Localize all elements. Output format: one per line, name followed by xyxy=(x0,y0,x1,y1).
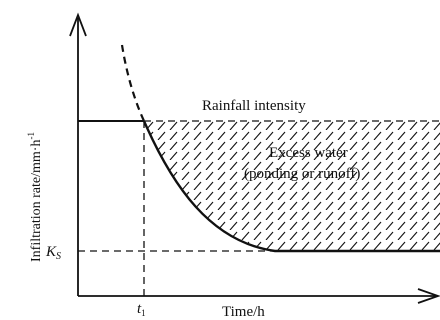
y-axis-label: Infiltration rate/mm·h-1 xyxy=(26,132,44,262)
rainfall-intensity-label: Rainfall intensity xyxy=(202,98,306,114)
y-axis xyxy=(69,12,87,296)
ks-label: KS xyxy=(45,244,61,262)
x-axis xyxy=(78,288,440,304)
infiltration-curve-solid xyxy=(142,120,440,253)
excess-water-region xyxy=(144,121,440,251)
excess-water-sublabel: (ponding or runoff) xyxy=(244,166,360,182)
y-axis-arrow-icon xyxy=(69,12,87,37)
t1-label: t1 xyxy=(137,301,146,318)
x-axis-label: Time/h xyxy=(222,304,265,320)
x-axis-arrow-icon xyxy=(417,288,440,304)
excess-water-label: Excess water xyxy=(269,145,348,161)
infiltration-curve-dashed xyxy=(120,44,146,122)
